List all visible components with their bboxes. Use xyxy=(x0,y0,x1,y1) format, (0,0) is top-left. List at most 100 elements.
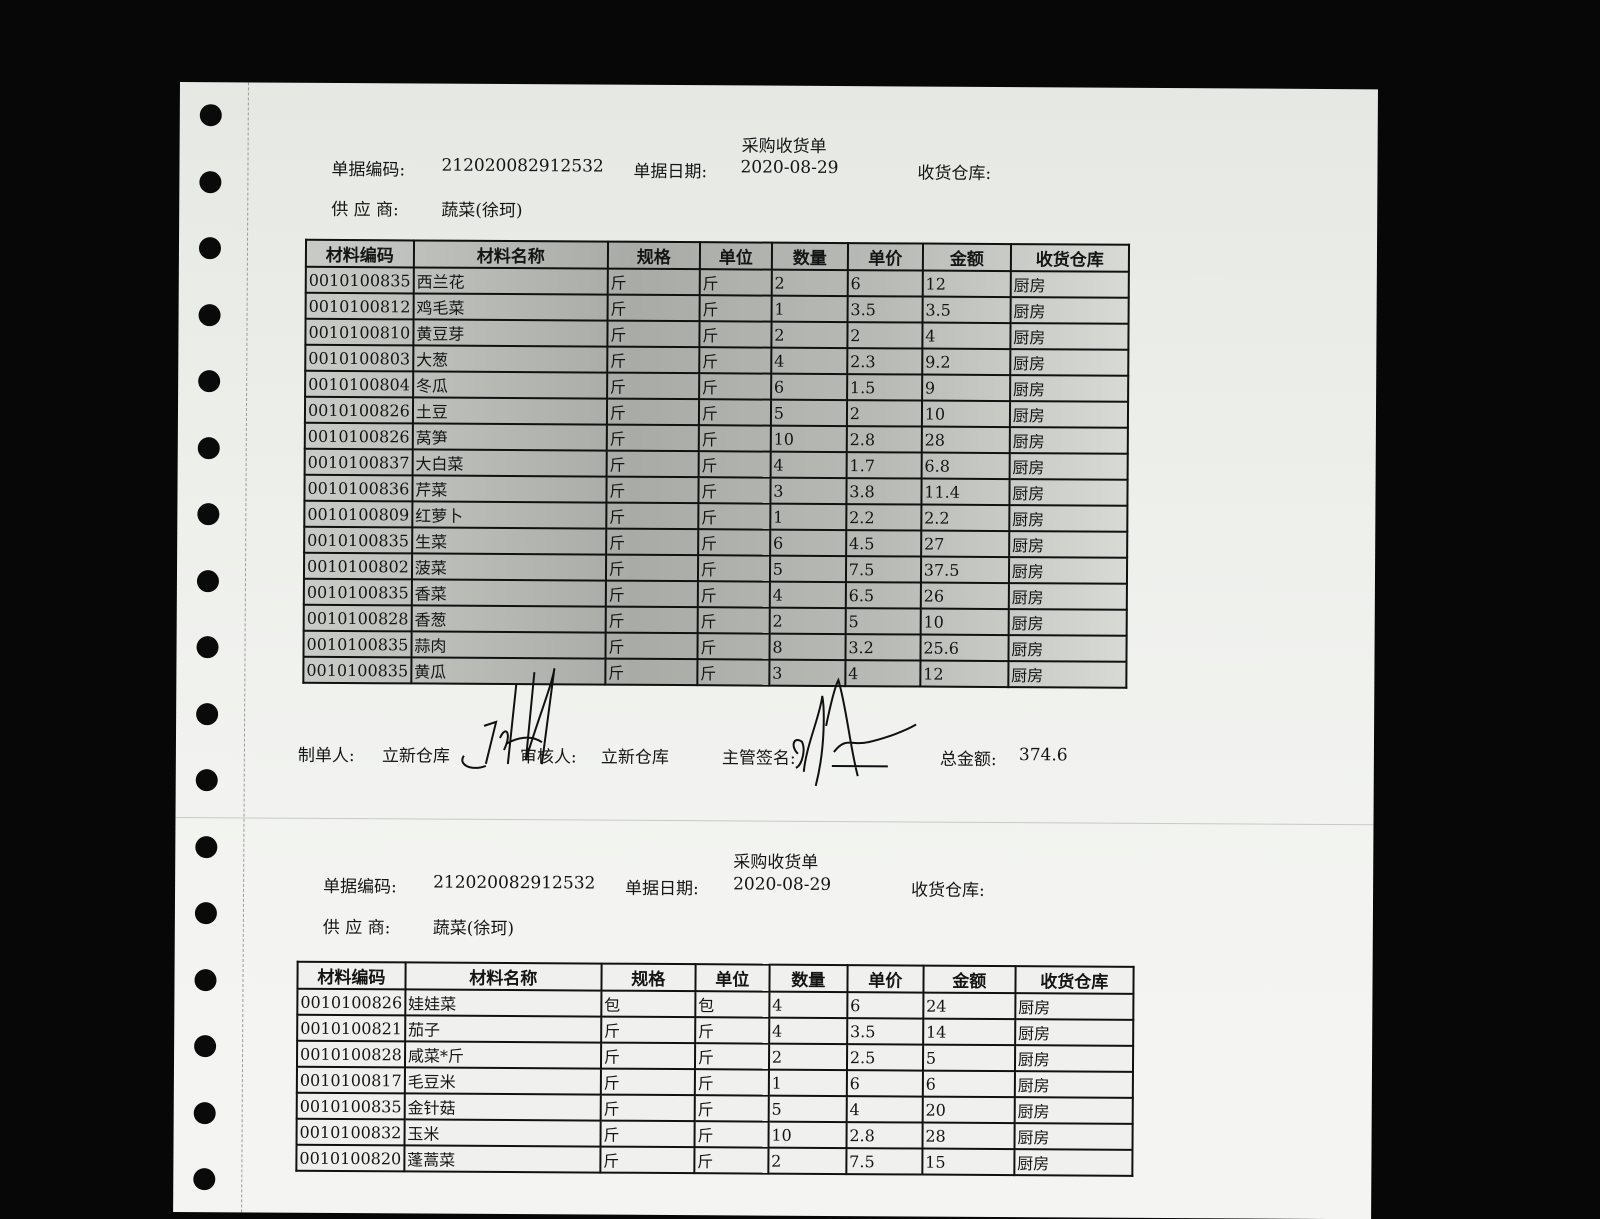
cell-warehouse: 厨房 xyxy=(1014,1097,1133,1124)
cell-warehouse: 厨房 xyxy=(1009,375,1129,402)
cell-unit: 斤 xyxy=(698,477,771,504)
cell-code: 0010100826 xyxy=(297,988,406,1016)
cell-unit: 斤 xyxy=(697,581,770,608)
supplier-value: 蔬菜(徐珂) xyxy=(432,918,515,940)
cell-price: 3.5 xyxy=(846,1018,924,1045)
maker-value: 立新仓库 xyxy=(381,746,450,767)
cell-name: 生菜 xyxy=(411,527,607,555)
cell-qty: 4 xyxy=(769,991,848,1019)
cell-spec: 斤 xyxy=(606,424,699,452)
column-header-qty: 数量 xyxy=(769,964,848,993)
cell-warehouse: 厨房 xyxy=(1009,453,1128,480)
cell-name: 土豆 xyxy=(412,397,607,425)
cell-amount: 4 xyxy=(922,322,1011,350)
cell-spec: 斤 xyxy=(606,502,699,530)
cell-spec: 斤 xyxy=(600,1068,695,1096)
perforation-hole xyxy=(193,1168,216,1191)
date-value: 2020-08-29 xyxy=(740,157,839,179)
perforation-hole xyxy=(194,968,217,991)
cell-warehouse: 厨房 xyxy=(1009,479,1128,506)
cell-price: 7.5 xyxy=(846,1148,923,1175)
cell-warehouse: 厨房 xyxy=(1010,323,1129,350)
cell-qty: 5 xyxy=(769,555,846,583)
supplier-label: 供 应 商: xyxy=(322,917,391,939)
cell-name: 黄瓜 xyxy=(411,657,606,685)
cell-code: 0010100835 xyxy=(303,630,412,658)
cell-unit: 斤 xyxy=(698,399,771,426)
cell-qty: 10 xyxy=(770,425,847,453)
cell-price: 6 xyxy=(846,1070,923,1097)
cell-name: 咸菜*斤 xyxy=(404,1041,601,1069)
cell-code: 0010100809 xyxy=(304,500,413,528)
cell-unit: 斤 xyxy=(699,269,772,296)
cell-warehouse: 厨房 xyxy=(1010,271,1129,298)
cell-name: 茄子 xyxy=(404,1015,602,1043)
cell-amount: 9.2 xyxy=(922,348,1011,376)
cell-unit: 斤 xyxy=(697,555,770,582)
cell-name: 菠菜 xyxy=(411,553,606,581)
cell-price: 4.5 xyxy=(845,530,922,557)
cell-unit: 斤 xyxy=(699,295,772,322)
cell-code: 0010100803 xyxy=(305,344,414,372)
cell-price: 2.8 xyxy=(846,1122,923,1149)
cell-spec: 斤 xyxy=(600,1094,695,1122)
cell-amount: 24 xyxy=(923,992,1016,1020)
cell-qty: 1 xyxy=(770,503,847,531)
items-table-2: 材料编码 材料名称 规格 单位 数量 单价 金额 收货仓库 0010100826 娃娃菜包包 4 6 2… xyxy=(295,960,1135,1177)
cell-unit: 包 xyxy=(695,991,770,1018)
cell-unit: 斤 xyxy=(694,1069,769,1096)
cell-qty: 3 xyxy=(769,659,846,687)
date-label: 单据日期: xyxy=(633,161,708,183)
column-header-spec: 规格 xyxy=(601,963,696,992)
cell-unit: 斤 xyxy=(697,633,770,660)
cell-spec: 斤 xyxy=(605,554,698,582)
doc-no-value: 212020082912532 xyxy=(441,155,604,177)
column-header-warehouse: 收货仓库 xyxy=(1010,244,1129,272)
supplier-label: 供 应 商: xyxy=(331,199,399,221)
cell-spec: 斤 xyxy=(600,1042,695,1070)
cell-spec: 斤 xyxy=(607,346,700,374)
supplier-value: 蔬菜(徐珂) xyxy=(441,200,523,222)
supervisor-label: 主管签名: xyxy=(721,748,796,769)
cell-amount: 6.8 xyxy=(921,452,1010,480)
cell-spec: 斤 xyxy=(600,1146,695,1174)
cell-code: 0010100828 xyxy=(303,604,412,632)
cell-name: 香菜 xyxy=(411,579,606,607)
cell-warehouse: 厨房 xyxy=(1008,531,1128,558)
cell-amount: 5 xyxy=(922,1044,1015,1072)
cell-unit: 斤 xyxy=(694,1043,769,1070)
cell-qty: 5 xyxy=(768,1095,847,1123)
cell-qty: 4 xyxy=(771,347,848,375)
cell-code: 0010100802 xyxy=(303,552,412,580)
cell-amount: 9 xyxy=(921,374,1011,402)
cell-qty: 1 xyxy=(771,295,848,323)
cell-name: 鸡毛菜 xyxy=(413,293,608,321)
column-header-code: 材料编码 xyxy=(297,961,406,990)
cell-price: 1.7 xyxy=(846,452,922,479)
cell-spec: 斤 xyxy=(605,606,698,634)
cell-amount: 28 xyxy=(921,426,1010,454)
reviewer-label: 审核人: xyxy=(519,747,577,768)
perforation-hole xyxy=(197,436,220,459)
column-header-name: 材料名称 xyxy=(405,962,602,991)
tractor-feed-strip xyxy=(173,82,249,1213)
items-table-1: 材料编码 材料名称 规格 单位 数量 单价 金额 收货仓库 0010100835 西兰花斤斤 2 6 1… xyxy=(302,238,1130,689)
cell-qty: 4 xyxy=(770,451,847,479)
supervisor-signature xyxy=(792,677,917,787)
sheet-title: 采购收货单 xyxy=(733,852,819,873)
cell-amount: 10 xyxy=(920,608,1009,636)
cell-price: 6 xyxy=(847,992,924,1019)
cell-code: 0010100828 xyxy=(296,1040,405,1068)
doc-no-label: 单据编码: xyxy=(323,876,397,898)
cell-price: 6 xyxy=(847,270,923,297)
cell-price: 2.5 xyxy=(846,1044,923,1071)
cell-price: 2.8 xyxy=(846,426,922,453)
cell-qty: 10 xyxy=(768,1121,847,1149)
cell-spec: 斤 xyxy=(606,372,700,400)
column-header-spec: 规格 xyxy=(607,241,700,270)
maker-label: 制单人: xyxy=(297,745,355,767)
receipt-sheet-1: 采购收货单 单据编码: 212020082912532 单据日期: 2020-0… xyxy=(180,82,1378,787)
warehouse-label: 收货仓库: xyxy=(917,163,992,184)
cell-code: 0010100835 xyxy=(303,578,412,606)
cell-price: 3.2 xyxy=(845,634,921,661)
